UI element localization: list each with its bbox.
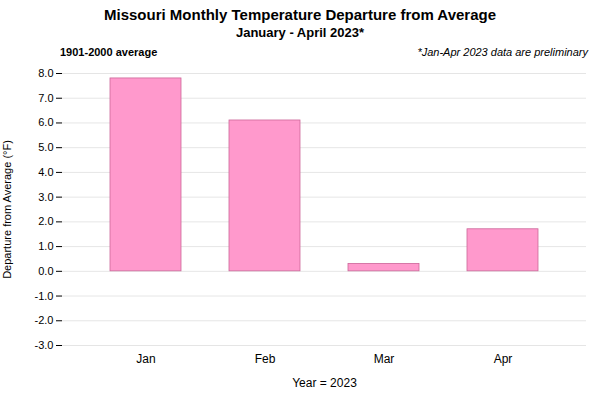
svg-text:1.0: 1.0 <box>38 240 53 252</box>
svg-text:Year = 2023: Year = 2023 <box>292 376 357 390</box>
svg-text:2.0: 2.0 <box>38 215 53 227</box>
svg-text:3.0: 3.0 <box>38 191 53 203</box>
svg-text:0.0: 0.0 <box>38 265 53 277</box>
svg-text:Departure from Average (°F): Departure from Average (°F) <box>1 140 13 279</box>
html-text:January - April 2023*: January - April 2023* <box>235 25 365 40</box>
html-text:*Jan-Apr 2023 data are prelimi: *Jan-Apr 2023 data are preliminary <box>417 46 588 58</box>
svg-text:Apr: Apr <box>494 352 513 366</box>
svg-text:8.0: 8.0 <box>38 67 53 79</box>
svg-text:-2.0: -2.0 <box>35 314 54 326</box>
html-text:Missouri Monthly Temperature D: Missouri Monthly Temperature Departure f… <box>104 6 496 23</box>
svg-text:-1.0: -1.0 <box>35 290 54 302</box>
svg-text:-3.0: -3.0 <box>35 339 54 351</box>
html-text:1901-2000 average: 1901-2000 average <box>60 46 158 58</box>
svg-text:7.0: 7.0 <box>38 92 53 104</box>
svg-text:Jan: Jan <box>136 352 155 366</box>
svg-text:Feb: Feb <box>255 352 276 366</box>
svg-text:Mar: Mar <box>374 352 395 366</box>
svg-text:5.0: 5.0 <box>38 141 53 153</box>
svg-text:6.0: 6.0 <box>38 116 53 128</box>
svg-text:4.0: 4.0 <box>38 166 53 178</box>
